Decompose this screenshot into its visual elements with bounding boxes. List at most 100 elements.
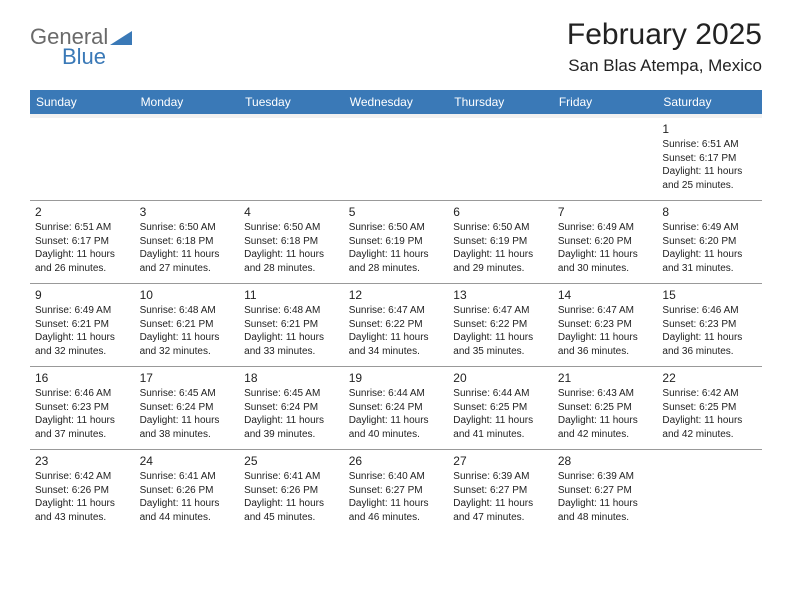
day-number: 18 [244, 370, 339, 386]
sunrise-line: Sunrise: 6:48 AM [140, 304, 235, 318]
day-cell: 9Sunrise: 6:49 AMSunset: 6:21 PMDaylight… [30, 284, 135, 366]
title-block: February 2025 San Blas Atempa, Mexico [567, 18, 762, 76]
daylight-line: Daylight: 11 hours and 38 minutes. [140, 414, 235, 441]
sunset-line: Sunset: 6:21 PM [35, 318, 130, 332]
daylight-line: Daylight: 11 hours and 34 minutes. [349, 331, 444, 358]
sunset-line: Sunset: 6:20 PM [558, 235, 653, 249]
day-cell: 27Sunrise: 6:39 AMSunset: 6:27 PMDayligh… [448, 450, 553, 532]
day-cell: 17Sunrise: 6:45 AMSunset: 6:24 PMDayligh… [135, 367, 240, 449]
day-number: 12 [349, 287, 444, 303]
day-cell: 19Sunrise: 6:44 AMSunset: 6:24 PMDayligh… [344, 367, 449, 449]
day-number: 16 [35, 370, 130, 386]
day-number: 13 [453, 287, 548, 303]
day-cell [657, 450, 762, 532]
day-number: 22 [662, 370, 757, 386]
sunrise-line: Sunrise: 6:42 AM [662, 387, 757, 401]
day-cell: 8Sunrise: 6:49 AMSunset: 6:20 PMDaylight… [657, 201, 762, 283]
sunrise-line: Sunrise: 6:49 AM [662, 221, 757, 235]
week-row: 2Sunrise: 6:51 AMSunset: 6:17 PMDaylight… [30, 200, 762, 283]
day-cell: 21Sunrise: 6:43 AMSunset: 6:25 PMDayligh… [553, 367, 658, 449]
calendar: Sunday Monday Tuesday Wednesday Thursday… [30, 90, 762, 532]
sunrise-line: Sunrise: 6:46 AM [662, 304, 757, 318]
day-number: 1 [662, 121, 757, 137]
logo-triangle-icon [110, 31, 132, 50]
day-cell: 3Sunrise: 6:50 AMSunset: 6:18 PMDaylight… [135, 201, 240, 283]
sunset-line: Sunset: 6:17 PM [35, 235, 130, 249]
daylight-line: Daylight: 11 hours and 25 minutes. [662, 165, 757, 192]
daylight-line: Daylight: 11 hours and 36 minutes. [662, 331, 757, 358]
sunset-line: Sunset: 6:26 PM [35, 484, 130, 498]
col-wednesday: Wednesday [344, 90, 449, 114]
sunset-line: Sunset: 6:23 PM [558, 318, 653, 332]
day-number: 2 [35, 204, 130, 220]
sunset-line: Sunset: 6:26 PM [244, 484, 339, 498]
day-number: 11 [244, 287, 339, 303]
sunset-line: Sunset: 6:27 PM [453, 484, 548, 498]
day-cell: 6Sunrise: 6:50 AMSunset: 6:19 PMDaylight… [448, 201, 553, 283]
day-cell: 11Sunrise: 6:48 AMSunset: 6:21 PMDayligh… [239, 284, 344, 366]
day-number: 21 [558, 370, 653, 386]
sunrise-line: Sunrise: 6:41 AM [140, 470, 235, 484]
sunset-line: Sunset: 6:27 PM [349, 484, 444, 498]
day-number: 23 [35, 453, 130, 469]
sunrise-line: Sunrise: 6:50 AM [453, 221, 548, 235]
day-cell [30, 118, 135, 200]
sunrise-line: Sunrise: 6:40 AM [349, 470, 444, 484]
day-number: 26 [349, 453, 444, 469]
sunset-line: Sunset: 6:23 PM [35, 401, 130, 415]
sunrise-line: Sunrise: 6:50 AM [140, 221, 235, 235]
weeks-container: 1Sunrise: 6:51 AMSunset: 6:17 PMDaylight… [30, 118, 762, 532]
sunset-line: Sunset: 6:24 PM [349, 401, 444, 415]
col-friday: Friday [553, 90, 658, 114]
day-cell [239, 118, 344, 200]
daylight-line: Daylight: 11 hours and 37 minutes. [35, 414, 130, 441]
daylight-line: Daylight: 11 hours and 43 minutes. [35, 497, 130, 524]
day-cell: 20Sunrise: 6:44 AMSunset: 6:25 PMDayligh… [448, 367, 553, 449]
daylight-line: Daylight: 11 hours and 41 minutes. [453, 414, 548, 441]
sunrise-line: Sunrise: 6:45 AM [244, 387, 339, 401]
day-cell: 16Sunrise: 6:46 AMSunset: 6:23 PMDayligh… [30, 367, 135, 449]
sunset-line: Sunset: 6:25 PM [662, 401, 757, 415]
week-row: 1Sunrise: 6:51 AMSunset: 6:17 PMDaylight… [30, 118, 762, 200]
day-number: 20 [453, 370, 548, 386]
daylight-line: Daylight: 11 hours and 32 minutes. [140, 331, 235, 358]
day-number: 7 [558, 204, 653, 220]
sunset-line: Sunset: 6:25 PM [558, 401, 653, 415]
sunset-line: Sunset: 6:19 PM [453, 235, 548, 249]
col-sunday: Sunday [30, 90, 135, 114]
day-cell: 24Sunrise: 6:41 AMSunset: 6:26 PMDayligh… [135, 450, 240, 532]
daylight-line: Daylight: 11 hours and 27 minutes. [140, 248, 235, 275]
sunset-line: Sunset: 6:19 PM [349, 235, 444, 249]
day-cell [553, 118, 658, 200]
day-cell: 18Sunrise: 6:45 AMSunset: 6:24 PMDayligh… [239, 367, 344, 449]
week-row: 16Sunrise: 6:46 AMSunset: 6:23 PMDayligh… [30, 366, 762, 449]
day-cell [448, 118, 553, 200]
sunset-line: Sunset: 6:26 PM [140, 484, 235, 498]
day-cell: 23Sunrise: 6:42 AMSunset: 6:26 PMDayligh… [30, 450, 135, 532]
day-cell: 7Sunrise: 6:49 AMSunset: 6:20 PMDaylight… [553, 201, 658, 283]
day-cell: 22Sunrise: 6:42 AMSunset: 6:25 PMDayligh… [657, 367, 762, 449]
day-number: 27 [453, 453, 548, 469]
day-cell: 5Sunrise: 6:50 AMSunset: 6:19 PMDaylight… [344, 201, 449, 283]
day-cell: 25Sunrise: 6:41 AMSunset: 6:26 PMDayligh… [239, 450, 344, 532]
col-tuesday: Tuesday [239, 90, 344, 114]
daylight-line: Daylight: 11 hours and 28 minutes. [349, 248, 444, 275]
daylight-line: Daylight: 11 hours and 48 minutes. [558, 497, 653, 524]
sunset-line: Sunset: 6:27 PM [558, 484, 653, 498]
day-number: 6 [453, 204, 548, 220]
day-cell: 26Sunrise: 6:40 AMSunset: 6:27 PMDayligh… [344, 450, 449, 532]
daylight-line: Daylight: 11 hours and 28 minutes. [244, 248, 339, 275]
daylight-line: Daylight: 11 hours and 39 minutes. [244, 414, 339, 441]
day-number: 14 [558, 287, 653, 303]
sunrise-line: Sunrise: 6:44 AM [453, 387, 548, 401]
daylight-line: Daylight: 11 hours and 32 minutes. [35, 331, 130, 358]
sunrise-line: Sunrise: 6:47 AM [349, 304, 444, 318]
daylight-line: Daylight: 11 hours and 29 minutes. [453, 248, 548, 275]
daylight-line: Daylight: 11 hours and 26 minutes. [35, 248, 130, 275]
sunset-line: Sunset: 6:20 PM [662, 235, 757, 249]
day-cell: 12Sunrise: 6:47 AMSunset: 6:22 PMDayligh… [344, 284, 449, 366]
logo: GeneralBlue [30, 24, 132, 70]
sunrise-line: Sunrise: 6:46 AM [35, 387, 130, 401]
day-number: 9 [35, 287, 130, 303]
day-cell: 28Sunrise: 6:39 AMSunset: 6:27 PMDayligh… [553, 450, 658, 532]
